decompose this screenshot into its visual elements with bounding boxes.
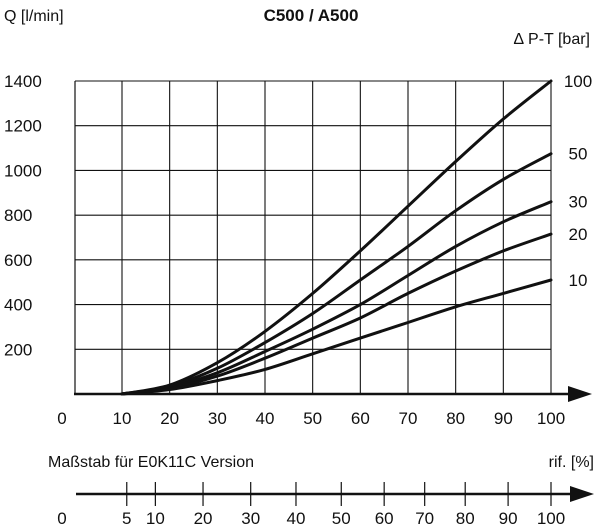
series-line-20 [120,232,553,396]
secondary-tick-label: 50 [332,509,351,528]
secondary-ticks: 5 10 20 30 40 50 60 70 80 90 100 [122,482,565,528]
secondary-origin-label: 0 [57,509,66,528]
secondary-tick-label: 40 [287,509,306,528]
series-label-10: 10 [569,271,588,290]
secondary-tick-label: 60 [375,509,394,528]
origin-label: 0 [57,409,66,428]
series-label-30: 30 [569,193,588,212]
secondary-tick-label: 90 [499,509,518,528]
series-line-50 [120,152,553,396]
y-tick-label: 800 [4,206,32,225]
y-tick-label: 1200 [4,117,42,136]
series-label-100: 100 [564,72,592,91]
x-tick-label: 90 [494,409,513,428]
x-tick-label: 30 [208,409,227,428]
curves [120,79,553,396]
y-tick-label: 1400 [4,72,42,91]
x-tick-label: 60 [351,409,370,428]
x-tick-label: 100 [537,409,565,428]
secondary-scale [76,486,594,502]
x-axis-arrow [568,386,592,402]
y-tick-labels: 200 400 600 800 1000 1200 1400 [4,72,42,359]
x-tick-label: 40 [256,409,275,428]
x-axis [74,386,592,402]
series-line-30 [120,200,553,396]
secondary-scale-arrow [570,486,594,502]
secondary-tick-label: 70 [415,509,434,528]
secondary-tick-label: 10 [146,509,165,528]
series-label-50: 50 [569,145,588,164]
series-line-100 [120,79,553,396]
secondary-tick-label: 5 [122,509,131,528]
y-tick-label: 600 [4,251,32,270]
x-tick-label: 10 [113,409,132,428]
y-tick-label: 200 [4,340,32,359]
secondary-tick-label: 30 [241,509,260,528]
x-tick-label: 80 [446,409,465,428]
x-tick-labels: 10 20 30 40 50 60 70 80 90 100 [113,409,566,428]
x-tick-label: 70 [399,409,418,428]
y-tick-label: 400 [4,296,32,315]
series-legend-title: ∆ P-T [bar] [514,31,590,48]
series-labels: 100 50 30 20 10 [564,72,592,290]
secondary-tick-label: 20 [194,509,213,528]
secondary-tick-label: 100 [537,509,565,528]
grid [74,80,552,394]
series-line-10 [120,278,553,396]
x-tick-label: 20 [160,409,179,428]
y-axis-label: Q [l/min] [4,8,64,25]
x-axis-end-label: rif. [%] [549,454,594,471]
series-label-20: 20 [569,225,588,244]
x-tick-label: 50 [303,409,322,428]
secondary-tick-label: 80 [456,509,475,528]
chart-title: C500 / A500 [264,6,359,25]
y-tick-label: 1000 [4,161,42,180]
secondary-scale-caption: Maßstab für E0K11C Version [48,454,254,471]
